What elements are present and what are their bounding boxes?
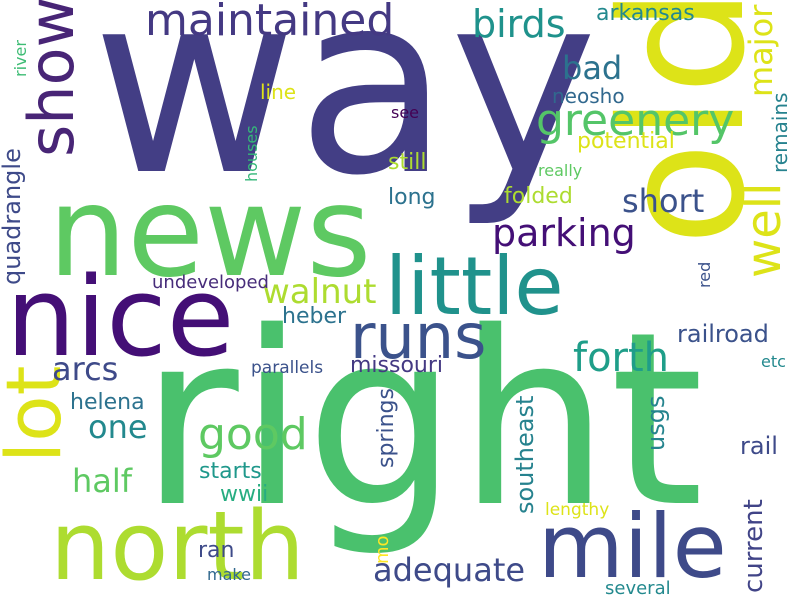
word-helena: helena: [70, 390, 145, 415]
word-line: line: [260, 80, 297, 104]
word-adequate: adequate: [373, 551, 526, 589]
word-walnut: walnut: [262, 272, 377, 312]
word-half: half: [72, 462, 133, 500]
word-make: make: [207, 565, 251, 584]
word-arkansas: arkansas: [596, 1, 695, 26]
word-runs: runs: [350, 300, 487, 373]
word-current: current: [739, 499, 769, 593]
word-greenery: greenery: [536, 95, 735, 146]
word-bad: bad: [562, 49, 623, 87]
word-wwii: wwii: [220, 482, 269, 507]
word-parking: parking: [492, 211, 636, 255]
word-remains: remains: [768, 93, 792, 174]
word-way: way: [92, 0, 598, 230]
word-well: well: [736, 183, 792, 279]
word-quadrangle: quadrangle: [0, 148, 26, 285]
word-etc: etc: [761, 352, 786, 371]
word-river: river: [11, 40, 30, 77]
word-news: news: [48, 160, 372, 305]
word-parallels: parallels: [251, 358, 324, 378]
word-one: one: [88, 408, 148, 446]
word-rail: rail: [740, 432, 778, 460]
word-neosho: neosho: [552, 84, 625, 108]
word-forth: forth: [573, 335, 670, 381]
word-right: right: [140, 280, 704, 560]
word-really: really: [538, 161, 583, 180]
word-major: major: [742, 5, 780, 98]
word-southeast: southeast: [511, 396, 539, 515]
word-north: north: [50, 492, 305, 600]
word-potential: potential: [577, 129, 675, 154]
word-springs: springs: [374, 388, 399, 468]
word-good: good: [198, 409, 308, 460]
word-several: several: [605, 578, 671, 599]
word-houses: houses: [242, 125, 261, 182]
word-arcs: arcs: [52, 350, 119, 388]
word-missouri: missouri: [350, 353, 444, 378]
word-usgs: usgs: [642, 396, 670, 452]
word-long: long: [388, 185, 436, 210]
word-heber: heber: [282, 304, 347, 329]
word-folded: folded: [504, 184, 573, 209]
word-undeveloped: undeveloped: [152, 272, 269, 293]
word-birds: birds: [472, 2, 566, 46]
word-maintained: maintained: [145, 0, 395, 46]
word-show: show: [15, 0, 88, 158]
word-mo: mo: [372, 535, 393, 564]
word-ran: ran: [198, 538, 235, 563]
word-red: red: [695, 262, 714, 289]
word-mile: mile: [538, 495, 727, 598]
word-railroad: railroad: [677, 320, 769, 348]
word-see: see: [391, 103, 420, 122]
word-short: short: [622, 182, 705, 220]
word-nice: nice: [6, 253, 235, 381]
word-little: little: [385, 240, 564, 333]
word-still: still: [388, 150, 427, 175]
word-lengthy: lengthy: [545, 500, 610, 520]
word-starts: starts: [199, 459, 262, 484]
